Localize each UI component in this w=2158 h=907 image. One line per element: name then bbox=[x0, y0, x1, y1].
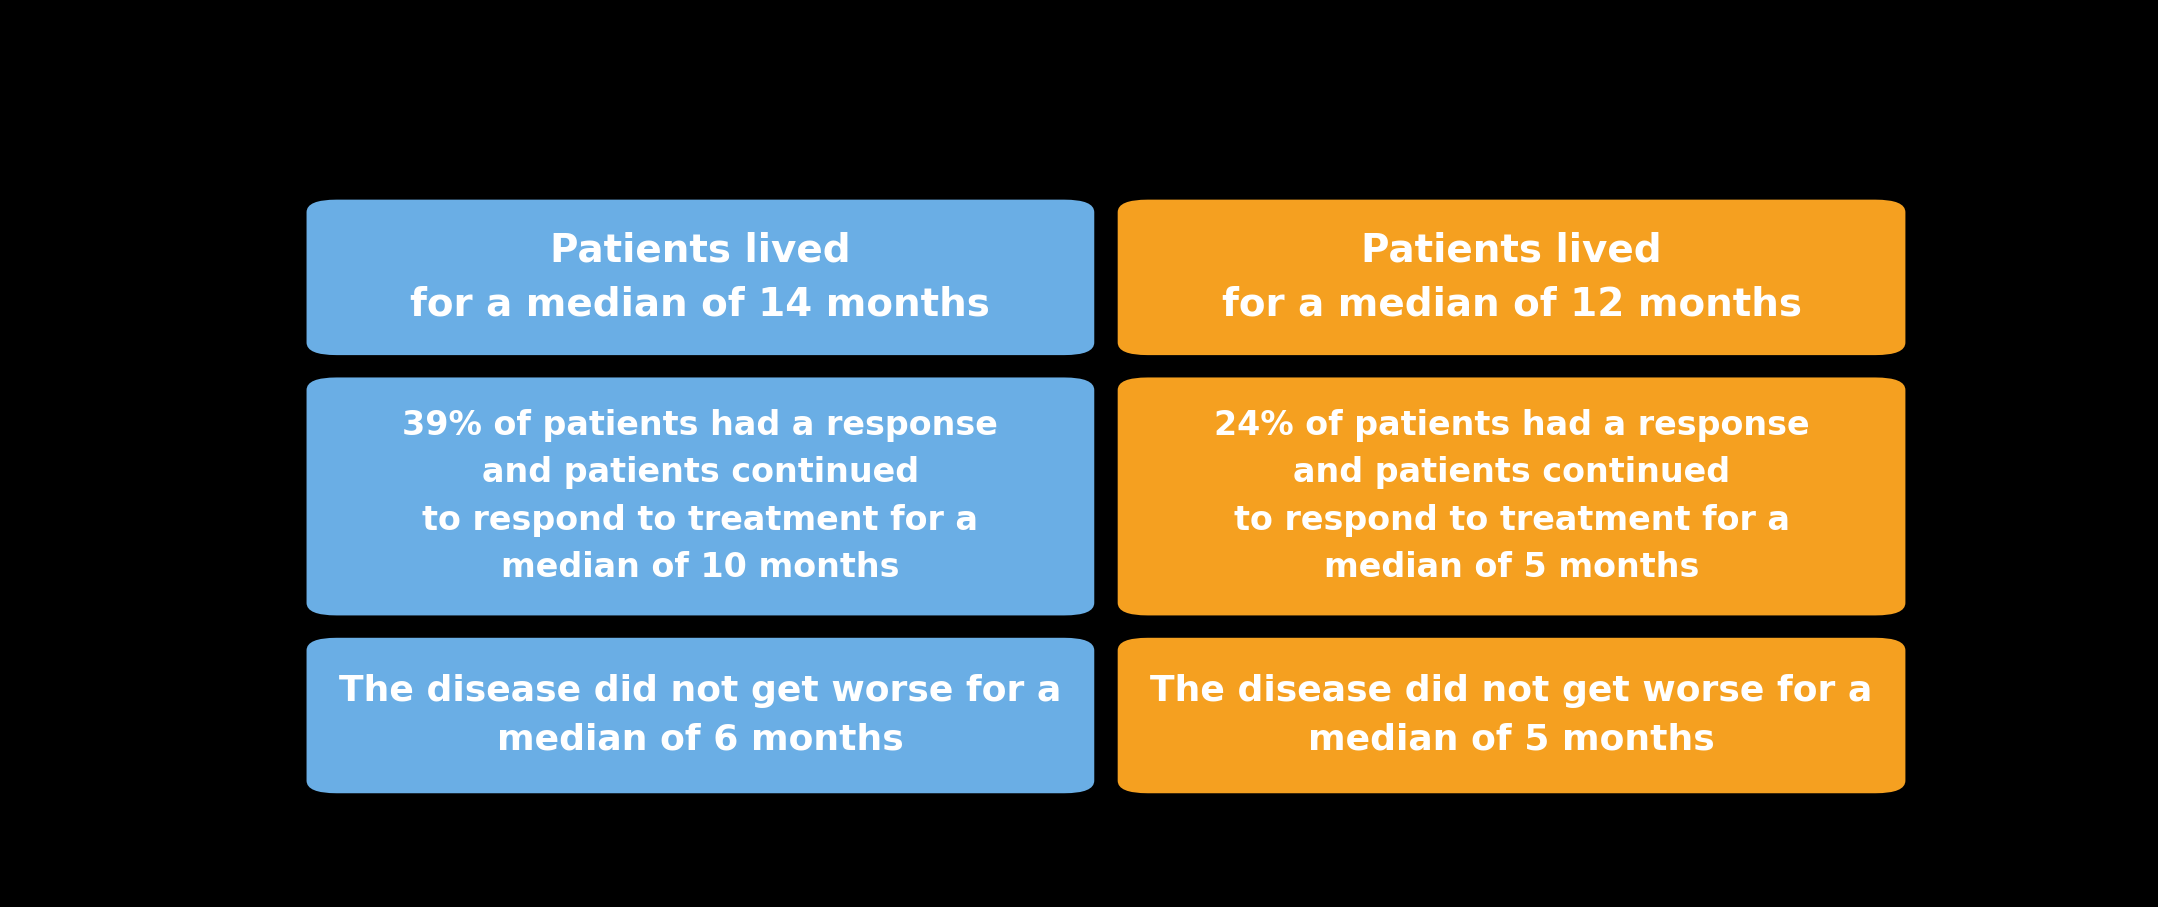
Text: The disease did not get worse for a
median of 5 months: The disease did not get worse for a medi… bbox=[1150, 674, 1873, 757]
FancyBboxPatch shape bbox=[306, 377, 1094, 616]
FancyBboxPatch shape bbox=[306, 200, 1094, 356]
Text: Patients lived
for a median of 12 months: Patients lived for a median of 12 months bbox=[1221, 231, 1802, 324]
FancyBboxPatch shape bbox=[1118, 638, 1906, 794]
Text: Patients lived
for a median of 14 months: Patients lived for a median of 14 months bbox=[410, 231, 991, 324]
Text: 39% of patients had a response
and patients continued
to respond to treatment fo: 39% of patients had a response and patie… bbox=[404, 409, 999, 584]
FancyBboxPatch shape bbox=[306, 638, 1094, 794]
Text: 24% of patients had a response
and patients continued
to respond to treatment fo: 24% of patients had a response and patie… bbox=[1213, 409, 1808, 584]
FancyBboxPatch shape bbox=[1118, 200, 1906, 356]
Text: The disease did not get worse for a
median of 6 months: The disease did not get worse for a medi… bbox=[339, 674, 1062, 757]
FancyBboxPatch shape bbox=[1118, 377, 1906, 616]
